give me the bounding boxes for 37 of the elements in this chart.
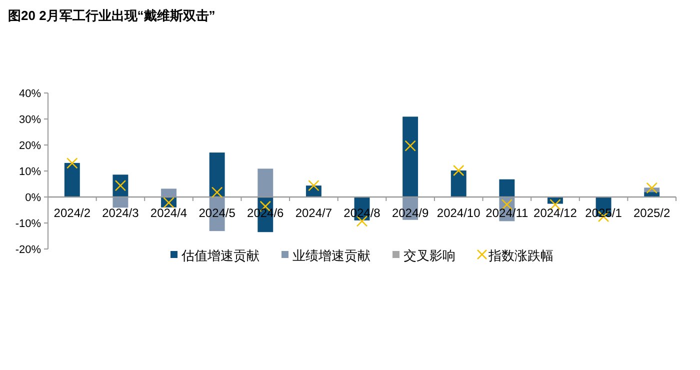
legend-label: 业绩增速贡献 — [292, 248, 370, 263]
x-tick-label: 2024/11 — [486, 206, 528, 220]
y-tick-label: -10% — [15, 218, 42, 230]
bar — [258, 168, 274, 197]
y-tick-label: 10% — [18, 166, 42, 178]
y-tick-label: 40% — [18, 88, 42, 100]
bar — [112, 197, 128, 208]
x-tick-label: 2024/10 — [436, 206, 481, 220]
x-tick-label: 2024/4 — [150, 206, 188, 220]
point — [308, 180, 320, 192]
legend-label: 指数涨跌幅 — [488, 248, 554, 263]
x-tick-label: 2024/12 — [534, 206, 578, 220]
bar — [450, 170, 466, 197]
bar — [402, 116, 418, 197]
y-tick-label: 30% — [18, 114, 42, 126]
bar — [499, 179, 515, 197]
bar — [112, 174, 128, 197]
y-tick-label: 0% — [25, 192, 42, 204]
legend-label: 交叉影响 — [404, 248, 456, 263]
y-tick-label: -20% — [15, 244, 42, 256]
legend-label: 估值增速贡献 — [180, 248, 260, 263]
x-tick-label: 2025/2 — [633, 206, 671, 220]
x-tick-label: 2024/7 — [295, 206, 332, 220]
x-tick-label: 2024/5 — [198, 206, 236, 220]
point — [66, 158, 78, 169]
point — [404, 140, 416, 152]
x-tick-label: 2024/9 — [392, 206, 429, 220]
bar — [209, 152, 225, 197]
x-tick-label: 2024/2 — [54, 206, 91, 220]
chart-title: 图20 2月军工行业出现“戴维斯双击” — [8, 8, 216, 23]
bar — [64, 162, 80, 197]
bar — [161, 188, 176, 197]
point — [211, 186, 223, 198]
x-tick-label: 2024/3 — [102, 206, 140, 220]
point — [646, 182, 658, 194]
y-tick-label: 20% — [18, 140, 42, 152]
point — [452, 164, 464, 176]
